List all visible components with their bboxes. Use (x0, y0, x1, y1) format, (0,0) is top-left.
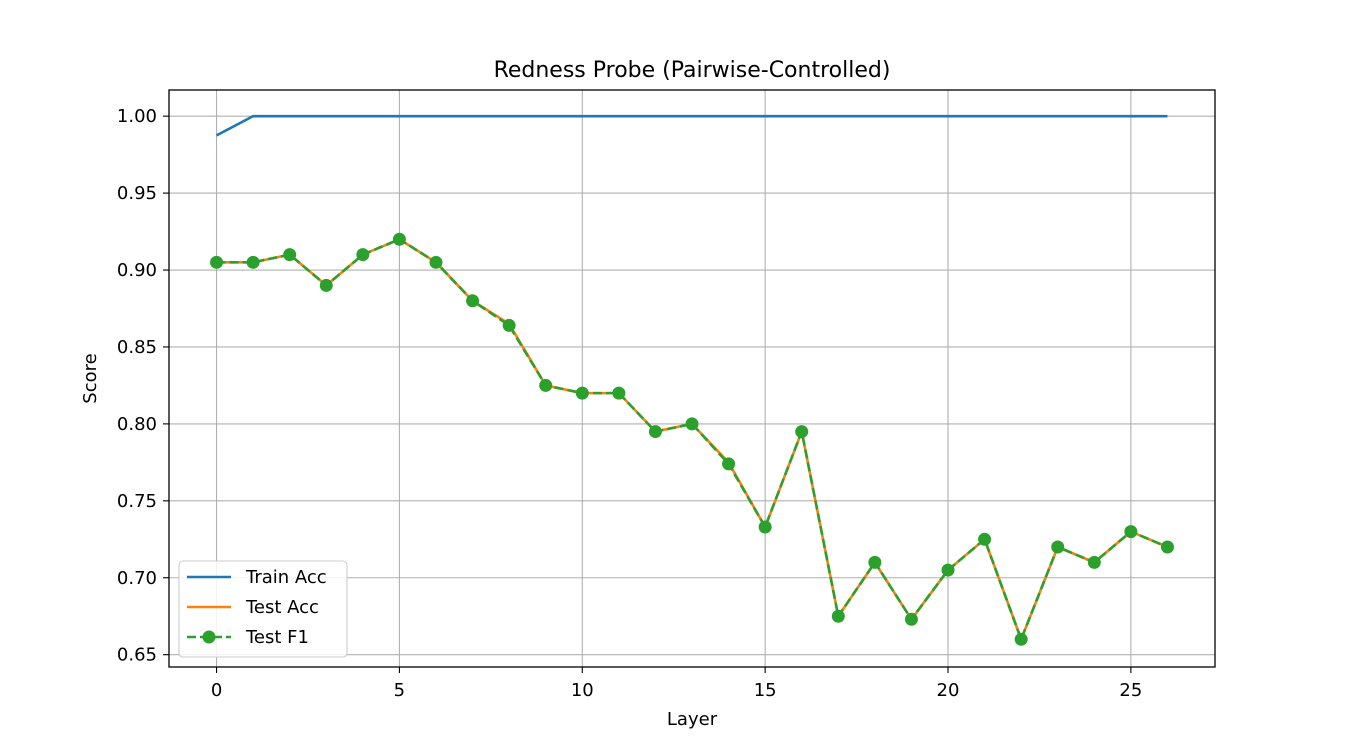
y-tick-label: 0.85 (117, 337, 157, 358)
test-f1-point (1124, 525, 1138, 539)
y-tick-label: 0.90 (117, 260, 157, 281)
legend-marker-test-f1 (202, 630, 216, 644)
test-f1-point (1014, 632, 1028, 646)
test-f1-point (1051, 540, 1065, 554)
test-f1-point (283, 248, 297, 262)
test-f1-point (429, 255, 443, 269)
x-tick-label: 5 (394, 680, 405, 701)
test-f1-point (539, 378, 553, 392)
x-axis-label: Layer (667, 709, 718, 730)
x-tick-label: 20 (937, 680, 960, 701)
y-tick-label: 0.65 (117, 645, 157, 666)
test-f1-point (978, 532, 992, 546)
chart-title: Redness Probe (Pairwise-Controlled) (494, 58, 891, 83)
x-tick-label: 25 (1119, 680, 1142, 701)
test-f1-point (685, 417, 699, 431)
x-tick-label: 15 (754, 680, 777, 701)
test-f1-point (795, 425, 809, 439)
train-acc-line (215, 114, 1168, 137)
test-f1-point (722, 457, 736, 471)
test-f1-point (868, 555, 882, 569)
test-f1-point (612, 386, 626, 400)
legend-box (178, 560, 348, 658)
test-f1-point (941, 563, 955, 577)
test-f1-point (246, 255, 260, 269)
axis-ticks: 0 5 10 15 20 25 0.65 0.70 0.75 0.80 0.85 0.90 0.95 1.… (117, 106, 1142, 701)
y-tick-label: 0.75 (117, 491, 157, 512)
y-tick-label: 0.95 (117, 183, 157, 204)
legend-label-test-f1: Test F1 (245, 627, 309, 648)
test-f1-point (1160, 540, 1174, 554)
test-f1-point (575, 386, 589, 400)
plot-area-frame (168, 89, 1216, 668)
y-tick-label: 0.80 (117, 414, 157, 435)
legend-label-test-acc: Test Acc (245, 597, 319, 618)
legend-label-train-acc: Train Acc (245, 567, 327, 588)
test-f1-point (210, 255, 224, 269)
test-f1-point (319, 278, 333, 292)
test-f1-point (356, 248, 370, 262)
x-tick-label: 0 (211, 680, 222, 701)
test-f1-point (758, 520, 772, 534)
legend: Train Acc Test Acc Test F1 (178, 560, 348, 658)
series-layer (210, 114, 1174, 646)
test-f1-line (216, 237, 1168, 641)
x-tick-label: 10 (571, 680, 594, 701)
test-f1-point (502, 318, 516, 332)
y-tick-label: 1.00 (117, 106, 157, 127)
test-f1-point (392, 232, 406, 246)
test-f1-point (648, 425, 662, 439)
test-f1-point (904, 612, 918, 626)
test-f1-point (831, 609, 845, 623)
y-axis-label: Score (80, 353, 101, 403)
test-f1-point (466, 294, 480, 308)
test-f1-point (1087, 555, 1101, 569)
y-tick-label: 0.70 (117, 568, 157, 589)
